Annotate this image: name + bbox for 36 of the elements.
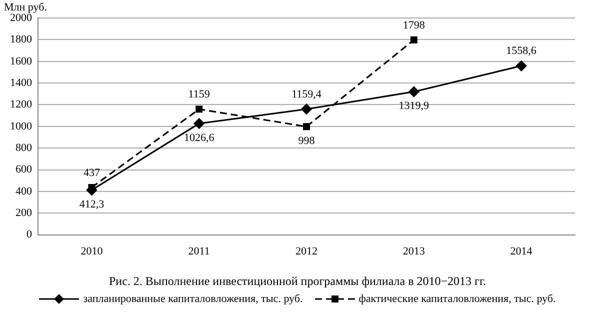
data-label: 1558,6 [506,45,537,58]
y-tick-label: 1200 [10,98,32,111]
y-tick-label: 1400 [10,76,32,89]
data-label: 1319,9 [398,100,430,112]
data-label: 412,3 [79,198,105,210]
y-tick-label: 1800 [10,34,32,46]
y-tick-label: 2000 [10,12,32,24]
x-tick-label: 2010 [80,245,104,258]
y-tick-label: 200 [16,207,32,220]
y-tick-label: 600 [16,164,32,176]
y-axis-title: Млн руб. [4,1,48,14]
data-label: 1798 [402,19,426,32]
y-tick-label: 400 [16,185,32,198]
data-label: 1159 [188,88,210,101]
point [410,36,418,44]
x-tick-label: 2013 [402,245,426,258]
point [303,123,310,130]
data-label: 437 [83,166,100,179]
point [516,60,527,72]
x-tick-label: 2014 [510,245,533,258]
point [194,118,204,129]
legend-label: фактические капиталовложения, тыс. руб. [358,293,556,305]
y-tick-label: 0 [26,228,32,241]
data-label: 998 [298,135,316,148]
y-tick-label: 1000 [10,120,32,132]
legend-label: запланированные капиталовложения, тыс. руб. [83,293,303,305]
y-tick-label: 1600 [10,55,32,68]
point [301,104,312,114]
text: Рис. 2. Выполнение инвестиционной программы филиала в 2010−2013 гг. [108,274,488,289]
x-tick-label: 2012 [296,245,318,258]
point [196,106,203,113]
x-tick-label: 2011 [188,245,210,258]
data-label: 1159,4 [292,88,322,101]
data-label: 1026,6 [184,132,215,144]
point [408,86,420,98]
y-tick-label: 800 [16,142,32,154]
